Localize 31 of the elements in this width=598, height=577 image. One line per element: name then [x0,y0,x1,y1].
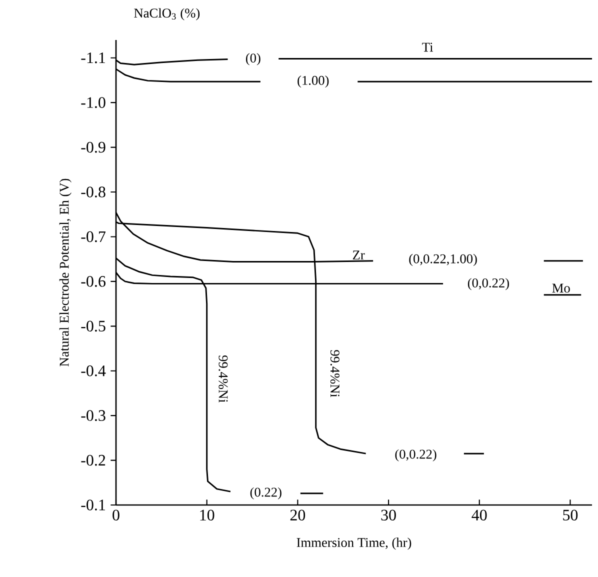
annotation: Zr [352,250,365,260]
y-tick-label: -1.1 [81,52,106,64]
y-tick-label: -1.0 [81,97,106,108]
x-tick-label: 20 [290,510,306,521]
y-tick-label: -0.5 [81,320,106,332]
annotation: (0,0.22,1.00) [409,254,477,266]
annotation: 99.4%Ni [330,350,340,398]
y-tick-label: -0.2 [81,454,106,466]
x-tick-label: 0 [112,510,120,521]
x-tick-label: 50 [563,510,578,521]
annotation: 99.4%Ni [218,355,228,403]
x-tick-label: 40 [472,510,487,521]
y-axis-title: Natural Electrode Potential, Eh (V) [59,178,72,366]
y-tick-label: -0.4 [81,365,106,376]
y-tick-label: -0.9 [81,142,106,153]
annotation: (0) [246,53,260,66]
annotation: (1.00) [298,76,329,88]
y-tick-label: -0.1 [81,500,106,510]
y-tick-label: -0.6 [81,276,106,287]
x-tick-label: 10 [200,510,214,521]
annotation: (0.22) [250,487,282,500]
chart-title: NaClO$_{3}$ (%) [134,8,200,20]
y-tick-label: -0.3 [81,410,106,422]
annotation: (0,0.22) [395,449,436,462]
y-tick-label: -0.8 [81,186,106,198]
annotation: Mo [552,284,570,293]
annotation: Ti [422,42,434,52]
x-tick-label: 30 [381,510,396,521]
x-axis-title: Immersion Time, (hr) [296,538,412,550]
y-tick-label: -0.7 [81,231,106,242]
annotation: (0,0.22) [468,278,509,290]
